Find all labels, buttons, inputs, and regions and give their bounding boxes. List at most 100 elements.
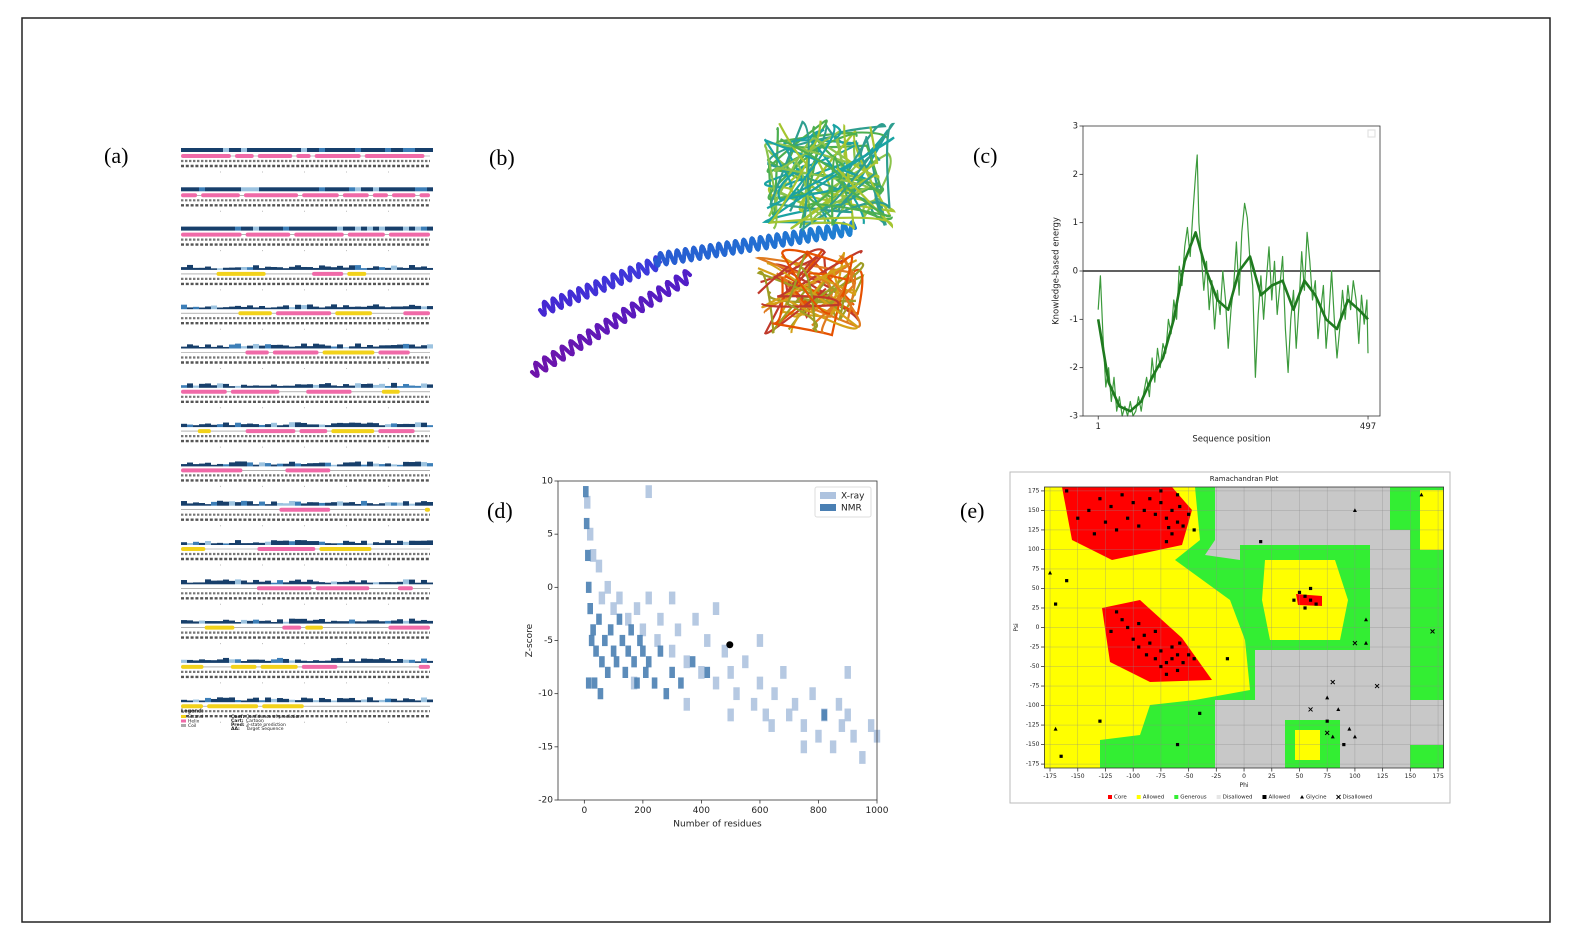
legend-label: Core [1114, 795, 1127, 801]
confidence-bar [355, 422, 361, 428]
confidence-bar [367, 305, 373, 310]
y-tick-label: 125 [1028, 526, 1040, 533]
confidence-bar [313, 306, 319, 310]
confidence-bar [427, 463, 433, 467]
confidence-bar [379, 267, 385, 270]
confidence-bar [403, 579, 409, 585]
confidence-bar [223, 619, 229, 624]
confidence-bar [283, 148, 289, 152]
confidence-bar [217, 542, 223, 545]
confidence-bar [361, 268, 367, 270]
confidence-bar [355, 582, 361, 585]
confidence-bar [181, 699, 187, 703]
structure-element [419, 193, 430, 198]
confidence-bar [181, 148, 187, 152]
confidence-bar [301, 148, 307, 152]
confidence-bar [199, 463, 205, 467]
confidence-bar [367, 658, 373, 663]
data-point [727, 666, 734, 679]
glycine-point [1336, 707, 1341, 712]
x-tick-label: 125 [1377, 773, 1389, 780]
confidence-bar [277, 619, 283, 624]
confidence-bar [391, 226, 397, 231]
confidence-bar [361, 306, 367, 310]
confidence-bar [205, 266, 211, 270]
confidence-bar [319, 187, 325, 192]
confidence-bar [367, 267, 373, 270]
residue-point [1187, 653, 1191, 657]
confidence-bar [247, 698, 253, 703]
confidence-bar [217, 187, 223, 192]
confidence-bar [397, 700, 403, 703]
structure-element [347, 232, 385, 237]
data-point [727, 708, 734, 722]
data-point [591, 677, 598, 689]
confidence-bar [253, 579, 259, 585]
y-tick-label: 0 [1073, 267, 1078, 277]
glycine-point [1347, 726, 1352, 731]
structure-element [181, 154, 231, 158]
chart: X-ray NMR 0 200 400 600 800 1000 -20 -15 -10 -5 0 5 10… [525, 477, 889, 830]
confidence-bar [265, 541, 271, 545]
confidence-bar [421, 579, 427, 585]
confidence-bar [421, 226, 427, 231]
data-point [692, 612, 699, 626]
data-point [597, 688, 604, 700]
confidence-bar [271, 582, 277, 585]
confidence-bar [271, 659, 277, 663]
confidence-bar [211, 543, 217, 545]
confidence-bar [223, 383, 229, 388]
confidence-bar [217, 226, 223, 231]
legend-marker [1336, 794, 1341, 800]
loop [795, 155, 893, 226]
data-point [602, 634, 608, 647]
confidence-bar [205, 423, 211, 428]
confidence-bar [289, 226, 295, 231]
data-point [689, 656, 696, 668]
confidence-bar [301, 581, 307, 585]
residue-point [1159, 489, 1163, 493]
confidence-bar [415, 700, 421, 703]
confidence-bar [337, 226, 343, 231]
residue-point [1126, 516, 1130, 520]
data-point [598, 591, 606, 605]
confidence-bar [289, 461, 295, 467]
legend-marker [1300, 795, 1305, 799]
confidence-bar [277, 226, 283, 231]
confidence-bar [187, 700, 193, 703]
residue-point [1167, 525, 1171, 530]
confidence-bar [385, 540, 391, 545]
confidence-bar [187, 264, 193, 270]
confidence-bar [181, 620, 187, 624]
structure-element [364, 154, 425, 158]
confidence-bar [421, 422, 427, 428]
confidence-bar [319, 619, 325, 624]
residue-point [1120, 493, 1124, 497]
confidence-bar [277, 502, 283, 506]
data-point [640, 645, 646, 657]
confidence-bar [343, 698, 349, 703]
residue-point [1303, 594, 1307, 598]
residue-point [1308, 598, 1313, 602]
confidence-bar [223, 307, 229, 310]
confidence-bar [361, 148, 367, 152]
confidence-bar [331, 700, 337, 703]
x-tick-label: -75 [1156, 773, 1166, 780]
confidence-bar [361, 346, 367, 349]
data-point [625, 612, 632, 626]
x-tick-label: 25 [1268, 773, 1276, 780]
confidence-bar [187, 659, 193, 663]
confidence-bar [337, 501, 343, 506]
confidence-bar [229, 542, 235, 545]
confidence-bar [325, 660, 331, 663]
confidence-bar [193, 187, 199, 192]
x-tick-label: 75 [1323, 773, 1331, 780]
confidence-bar [241, 660, 247, 663]
data-point [604, 666, 611, 678]
confidence-bar [319, 307, 325, 310]
confidence-bar [247, 620, 253, 624]
y-tick-label: -20 [538, 796, 553, 806]
confidence-bar [247, 226, 253, 231]
confidence-bar [313, 267, 319, 270]
data-point [780, 666, 787, 679]
